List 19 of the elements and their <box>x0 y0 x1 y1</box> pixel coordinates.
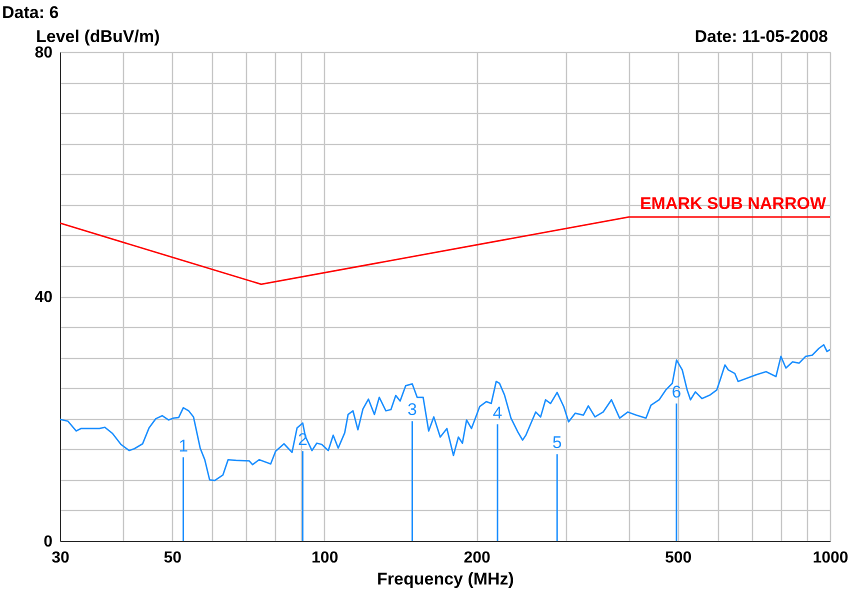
series-label: EMARK SUB NARROW <box>640 194 827 214</box>
annotation: 6 <box>672 382 682 402</box>
x-tick-label: 1000 <box>812 550 848 566</box>
y-axis-title: Level (dBuV/m) <box>36 27 160 46</box>
x-tick-label: 500 <box>664 550 692 566</box>
y-tick-label: 40 <box>34 289 53 306</box>
x-tick-label: 30 <box>52 550 70 566</box>
text: Data: 6 <box>2 3 59 22</box>
annotation: 4 <box>492 403 502 422</box>
x-tick-label: 100 <box>312 550 338 566</box>
x-tick-label: 200 <box>464 550 491 566</box>
annotation: 1 <box>178 436 188 456</box>
x-tick-label: 50 <box>164 550 182 566</box>
annotation: 5 <box>552 433 562 452</box>
annotation: 3 <box>408 400 417 420</box>
y-tick-label: 80 <box>34 44 53 62</box>
x-axis-title: Frequency (MHz) <box>377 570 514 588</box>
text: Date: 11-05-2008 <box>694 27 828 46</box>
y-tick-label: 0 <box>44 534 53 550</box>
